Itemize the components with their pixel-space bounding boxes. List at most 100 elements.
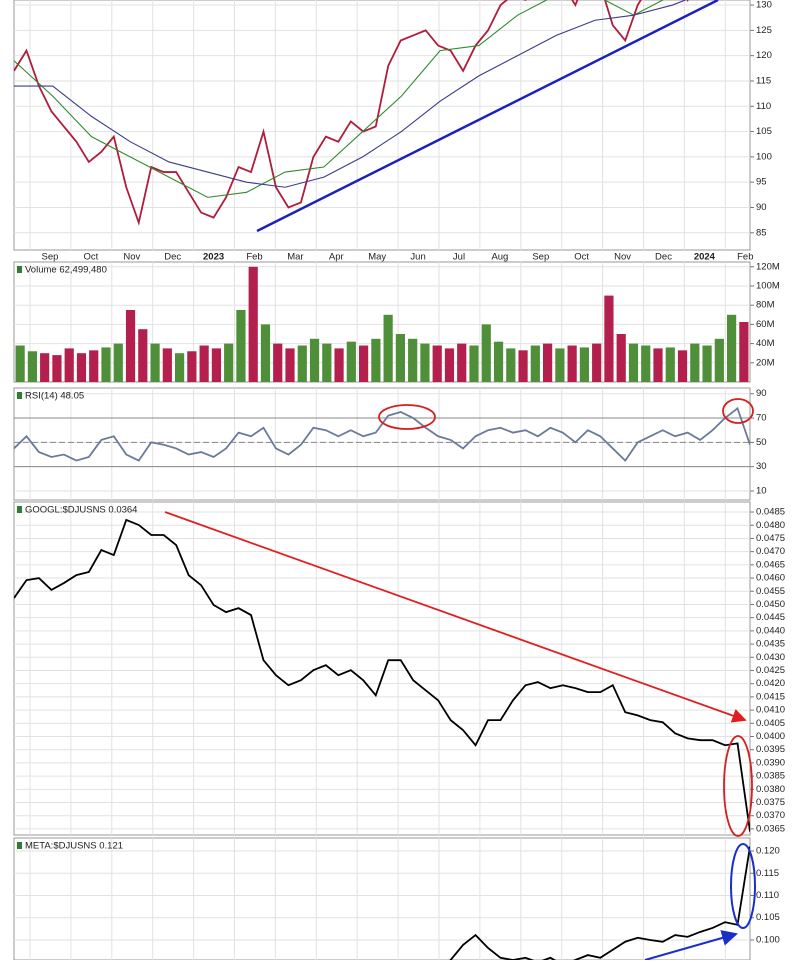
y-tick-label: 100M [756, 281, 780, 292]
y-tick-label: 0.0445 [756, 612, 785, 623]
x-tick-label: Sep [42, 252, 59, 263]
y-tick-label: 10 [756, 486, 767, 497]
y-tick-label: 70 [756, 413, 767, 424]
title-icon [17, 392, 22, 399]
volume-bar [138, 329, 148, 382]
panel-frame [13, 837, 751, 961]
volume-bar [408, 338, 418, 382]
panel-title: Volume 62,499,480 [25, 265, 107, 276]
y-tick-label: 0.0455 [756, 586, 785, 597]
volume-bar [493, 341, 504, 382]
volume-bar [444, 348, 455, 382]
volume-bar [518, 350, 528, 382]
panel-title: GOOGL:$DJUSNS 0.0364 [25, 505, 137, 516]
y-tick-label: 0.0410 [756, 705, 785, 716]
x-tick-label: Sep [532, 252, 549, 263]
volume-bar [187, 351, 197, 382]
volume-bar [702, 345, 712, 382]
volume-bar [40, 353, 50, 382]
y-tick-label: 60M [756, 319, 775, 330]
y-tick-label: 0.0385 [756, 771, 785, 782]
volume-bar [714, 338, 724, 382]
title-icon [17, 266, 22, 273]
volume-bar [481, 324, 491, 382]
y-tick-label: 100 [756, 151, 772, 162]
y-tick-label: 0.0395 [756, 744, 785, 755]
volume-bar [371, 338, 381, 382]
panel: 85 90 95 100 105 110 115 120 125 130 Sep Oct Nov Dec 2… [13, 0, 772, 263]
volume-bar [334, 348, 344, 382]
data-line [448, 846, 750, 960]
y-tick-label: 85 [756, 227, 767, 238]
y-tick-label: 0.0465 [756, 559, 785, 570]
volume-bar [359, 345, 369, 382]
volume-bar [27, 351, 37, 382]
plot-area [15, 266, 749, 382]
y-tick-label: 0.0440 [756, 625, 785, 636]
volume-bar [89, 350, 99, 382]
volume-bar [162, 348, 172, 382]
volume-bar [224, 343, 234, 382]
y-tick-label: 0.115 [756, 868, 779, 879]
y-tick-label: 80M [756, 300, 775, 311]
volume-bar [297, 345, 307, 382]
volume-bar [567, 345, 577, 382]
volume-bar [236, 310, 246, 382]
volume-bar [506, 348, 516, 382]
volume-bar [383, 314, 393, 382]
y-tick-label: 110 [756, 101, 771, 112]
y-tick-label: 0.0405 [756, 718, 785, 729]
volume-bar [113, 343, 123, 382]
x-tick-label: Dec [655, 252, 672, 263]
data-line [14, 0, 689, 226]
volume-bar [150, 343, 160, 382]
x-tick-label: Oct [84, 252, 99, 263]
volume-bar [579, 347, 589, 382]
y-tick-label: 120M [756, 261, 780, 272]
volume-bar [604, 295, 614, 382]
volume-bar [665, 347, 675, 382]
y-tick-label: 0.0485 [756, 507, 785, 518]
x-tick-label: Aug [491, 252, 508, 263]
y-tick-label: 30 [756, 461, 767, 472]
title-icon [17, 506, 22, 513]
y-tick-label: 0.0435 [756, 639, 785, 650]
panel: 0.100 0.105 0.110 0.115 0.120 META:$DJUSNS 0.… [13, 837, 780, 961]
x-tick-label: 2023 [203, 252, 224, 263]
volume-bar [346, 341, 356, 382]
x-tick-label: Feb [246, 252, 262, 263]
panel: 0.0365 0.0370 0.0375 0.0380 0.0385 0.0390 0.03… [13, 501, 785, 836]
y-tick-label: 105 [756, 126, 772, 137]
panel-frame [13, 387, 751, 501]
y-tick-label: 0.100 [756, 934, 780, 945]
y-tick-label: 0.120 [756, 846, 780, 857]
annotations [164, 0, 756, 961]
volume-bar [15, 345, 25, 382]
trend-arrow [164, 511, 747, 723]
volume-bar [457, 343, 467, 382]
volume-bar [677, 350, 688, 382]
x-tick-label: 2024 [694, 252, 716, 263]
data-line [14, 518, 750, 832]
x-tick-label: Jun [410, 252, 425, 263]
x-tick-label: Oct [574, 252, 589, 263]
y-tick-label: 95 [756, 177, 767, 188]
highlight-ellipse [730, 843, 756, 929]
y-tick-label: 0.0475 [756, 533, 785, 544]
y-tick-label: 0.110 [756, 890, 779, 901]
title-icon [17, 842, 22, 849]
y-tick-label: 115 [756, 75, 771, 86]
y-tick-label: 125 [756, 25, 772, 36]
volume-bar [322, 343, 332, 382]
plot-area [448, 846, 750, 960]
y-tick-label: 0.0430 [756, 652, 785, 663]
panel-frame [13, 261, 751, 383]
x-tick-label: Jul [453, 252, 465, 263]
y-tick-label: 0.0415 [756, 691, 785, 702]
y-tick-label: 0.105 [756, 912, 780, 923]
x-tick-label: Nov [123, 252, 140, 263]
plot-area [14, 0, 689, 226]
y-tick-label: 130 [756, 0, 772, 11]
panel: 20M 40M 60M 80M 100M 120M Volume 62,499,480 [13, 261, 780, 383]
volume-bar [641, 345, 651, 382]
